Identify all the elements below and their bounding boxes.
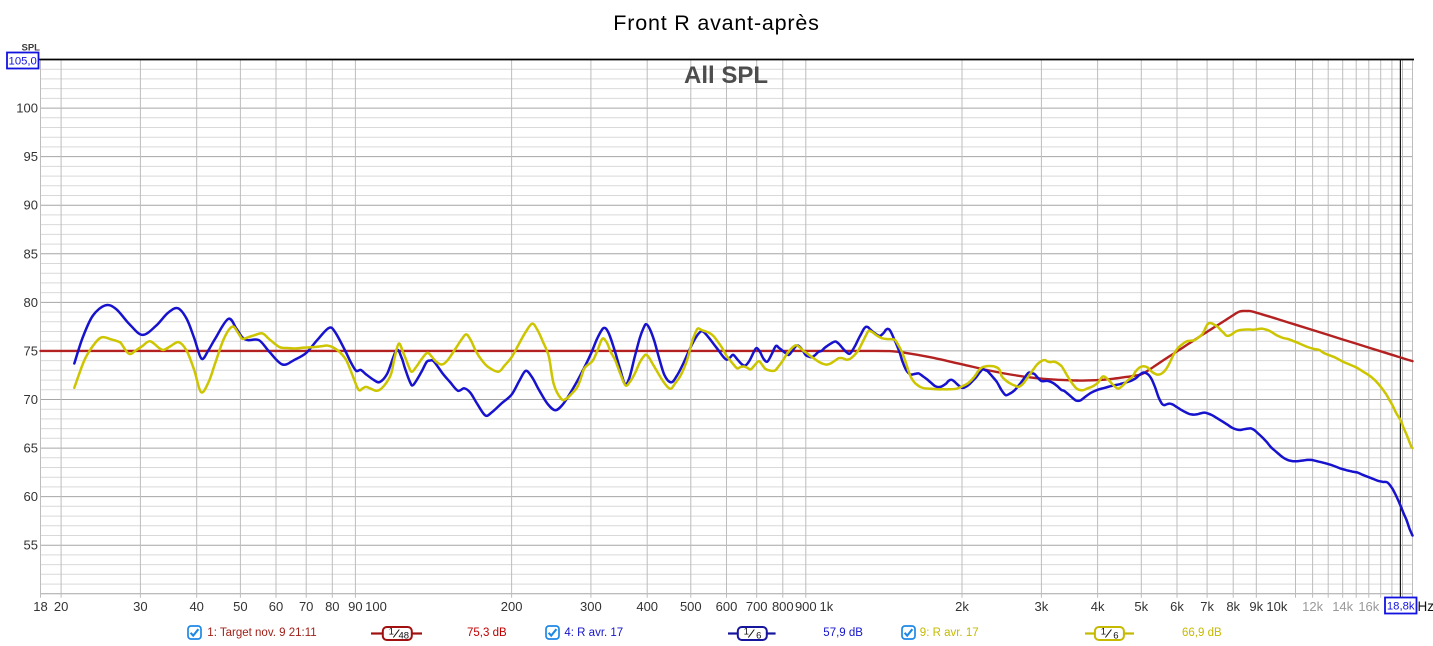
svg-text:6: 6: [756, 630, 761, 641]
svg-text:200: 200: [501, 599, 523, 614]
svg-text:75: 75: [24, 343, 38, 358]
svg-text:80: 80: [24, 295, 38, 310]
svg-text:100: 100: [16, 101, 38, 116]
svg-text:SPL: SPL: [22, 43, 41, 54]
svg-text:16k: 16k: [1358, 599, 1379, 614]
svg-text:80: 80: [325, 599, 339, 614]
svg-text:6: 6: [1113, 631, 1118, 642]
svg-text:70: 70: [24, 392, 38, 407]
svg-text:7k: 7k: [1200, 599, 1214, 614]
svg-text:30: 30: [133, 599, 147, 614]
svg-text:9k: 9k: [1249, 599, 1263, 614]
svg-text:700: 700: [746, 599, 768, 614]
svg-text:95: 95: [24, 149, 38, 164]
svg-text:All SPL: All SPL: [684, 62, 768, 89]
svg-text:60: 60: [269, 599, 283, 614]
svg-text:105,0: 105,0: [9, 56, 37, 68]
svg-text:8k: 8k: [1226, 599, 1240, 614]
svg-text:1k: 1k: [820, 599, 834, 614]
svg-text:50: 50: [233, 599, 247, 614]
svg-text:10k: 10k: [1266, 599, 1287, 614]
svg-text:800: 800: [772, 599, 794, 614]
svg-text:85: 85: [24, 246, 38, 261]
svg-text:100: 100: [365, 599, 387, 614]
svg-text:18: 18: [33, 599, 47, 614]
svg-text:18,8k: 18,8k: [1387, 601, 1415, 613]
svg-text:600: 600: [716, 599, 738, 614]
svg-text:60: 60: [24, 489, 38, 504]
svg-text:1: 1: [744, 626, 749, 637]
svg-text:90: 90: [24, 198, 38, 213]
svg-text:20: 20: [54, 599, 68, 614]
svg-text:300: 300: [580, 599, 602, 614]
svg-text:12k: 12k: [1302, 599, 1323, 614]
svg-text:6k: 6k: [1170, 599, 1184, 614]
svg-text:5k: 5k: [1134, 599, 1148, 614]
svg-text:400: 400: [636, 599, 658, 614]
svg-text:4k: 4k: [1091, 599, 1105, 614]
svg-text:14k: 14k: [1332, 599, 1353, 614]
svg-text:40: 40: [189, 599, 203, 614]
svg-text:3k: 3k: [1035, 599, 1049, 614]
svg-text:48: 48: [398, 630, 409, 641]
svg-text:2k: 2k: [955, 599, 969, 614]
svg-text:90: 90: [348, 599, 362, 614]
svg-text:900: 900: [795, 599, 817, 614]
svg-text:65: 65: [24, 441, 38, 456]
svg-text:1: 1: [388, 626, 393, 637]
svg-text:1: 1: [1100, 627, 1105, 638]
svg-text:70: 70: [299, 599, 313, 614]
svg-text:Hz: Hz: [1418, 599, 1433, 614]
svg-text:500: 500: [680, 599, 702, 614]
svg-text:55: 55: [24, 538, 38, 553]
